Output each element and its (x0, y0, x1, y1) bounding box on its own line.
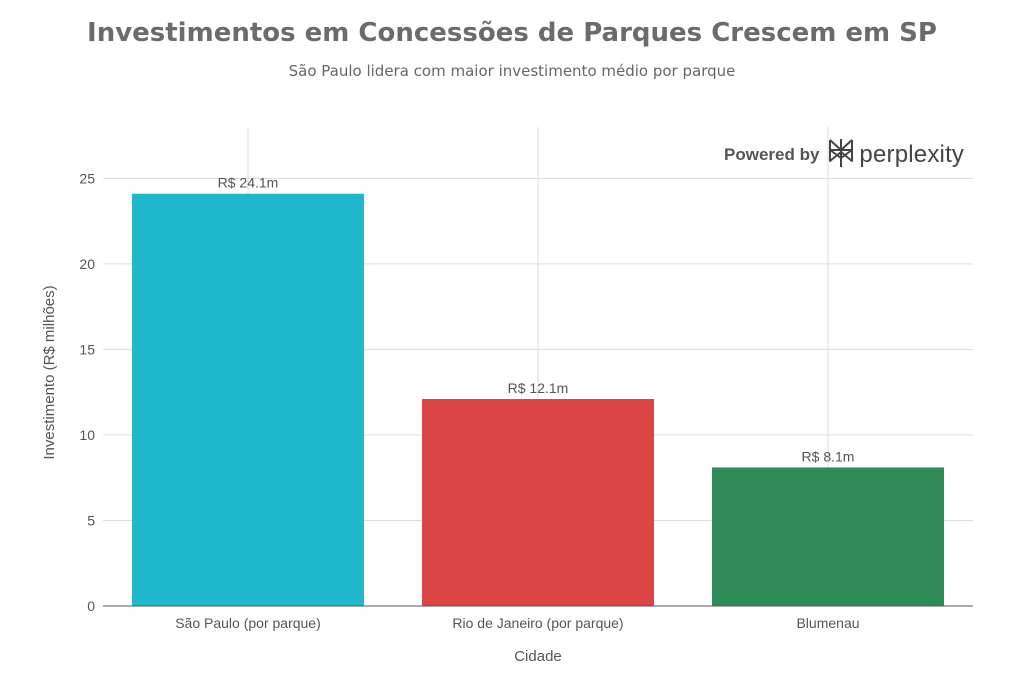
y-tick-label: 25 (79, 170, 95, 186)
bar (712, 467, 944, 606)
y-tick-label: 20 (79, 256, 95, 272)
x-tick-label: São Paulo (por parque) (175, 615, 321, 631)
x-axis-label: Cidade (514, 648, 562, 665)
bar-data-label: R$ 8.1m (802, 448, 855, 464)
data-labels: R$ 24.1m R$ 12.1m R$ 8.1m (218, 175, 855, 465)
chart-subtitle: São Paulo lidera com maior investimento … (288, 62, 736, 80)
bar (422, 399, 654, 606)
bars (132, 193, 944, 607)
bar-data-label: R$ 24.1m (218, 175, 279, 191)
bar (132, 193, 364, 607)
bar-data-label: R$ 12.1m (508, 380, 569, 396)
chart-title: Investimentos em Concessões de Parques C… (87, 18, 937, 48)
x-axis-ticks: São Paulo (por parque) Rio de Janeiro (po… (175, 615, 859, 631)
brand-name: perplexity (859, 141, 965, 168)
y-axis-label: Investimento (R$ milhões) (41, 285, 58, 459)
y-tick-label: 5 (87, 512, 95, 528)
y-tick-label: 10 (79, 427, 95, 443)
powered-by-badge: Powered by perplexity (724, 138, 964, 172)
y-tick-label: 0 (87, 598, 95, 614)
y-axis-ticks: 0 5 10 15 20 25 (79, 170, 95, 614)
y-tick-label: 15 (79, 341, 95, 357)
powered-by-text: Powered by (724, 145, 820, 164)
x-tick-label: Rio de Janeiro (por parque) (452, 615, 623, 631)
x-tick-label: Blumenau (796, 615, 859, 631)
perplexity-logo-icon (827, 138, 855, 173)
